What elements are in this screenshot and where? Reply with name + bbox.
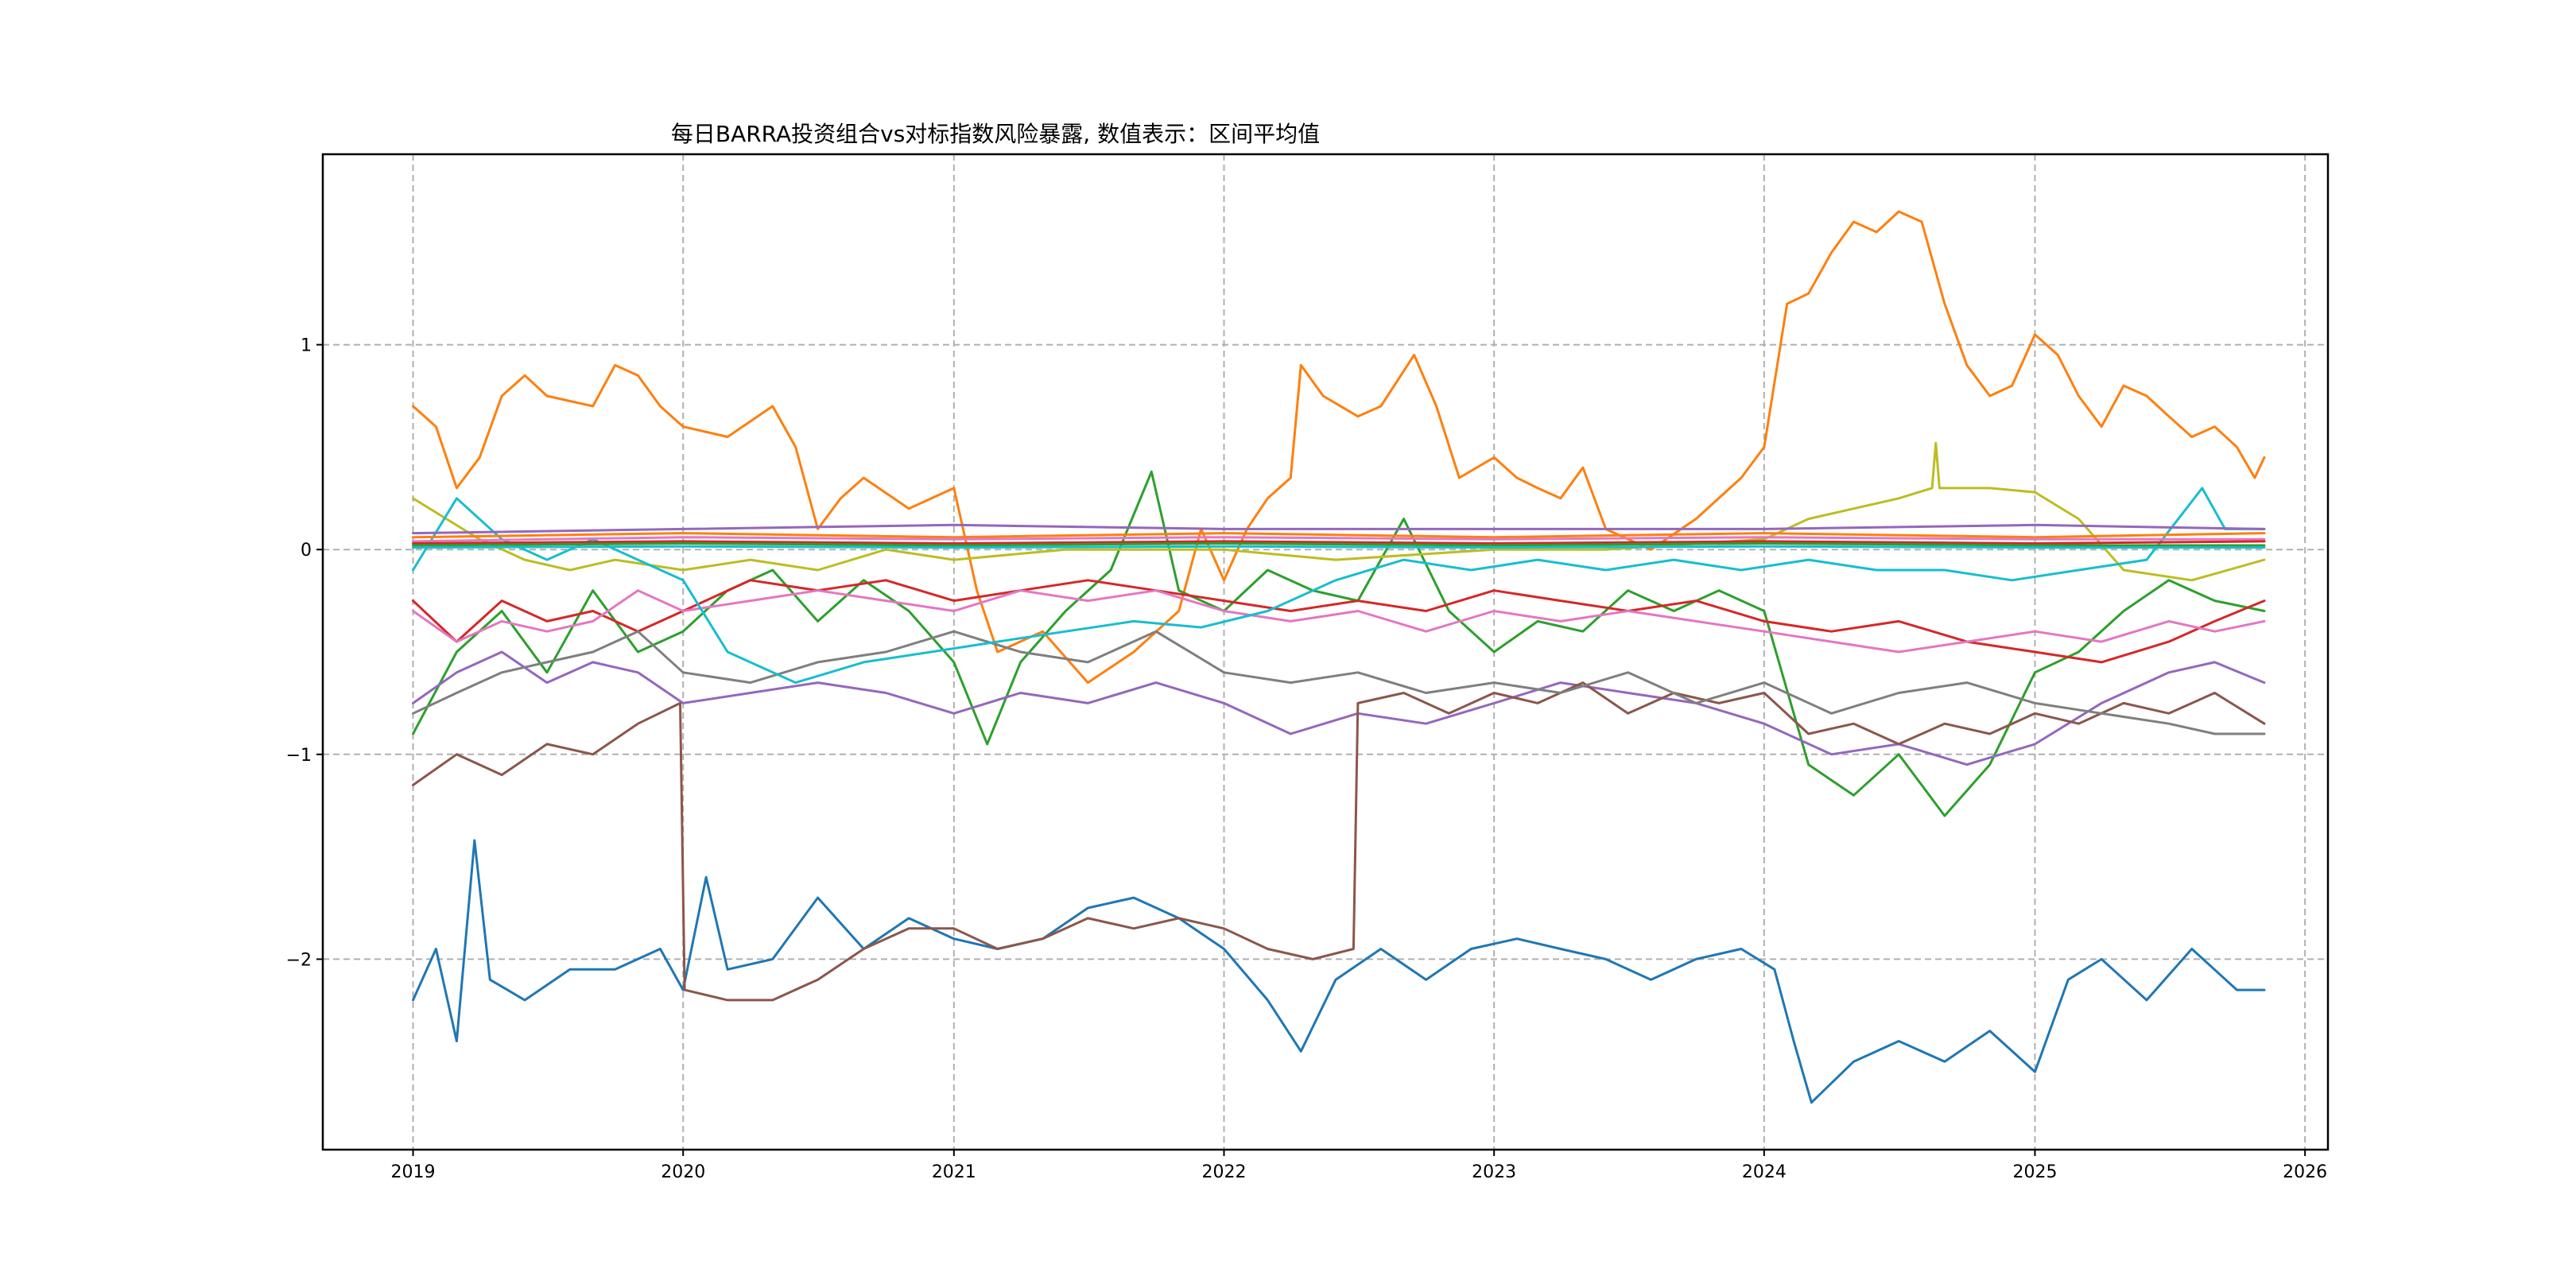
series-line-13 [412,536,2266,543]
series-line-9 [412,441,2266,582]
series-group [412,210,2266,1104]
y-tick-label: −2 [286,950,312,970]
x-tick-label: 2026 [2283,1162,2327,1182]
series-line-14 [412,540,2266,545]
series-line-16 [412,545,2266,549]
series-line-11 [412,523,2266,535]
series-line-8 [412,630,2266,735]
chart-title: 每日BARRA投资组合vs对标指数风险暴露, 数值表示：区间平均值 [671,121,1320,147]
x-tick-label: 2024 [1742,1162,1787,1182]
series-line-1 [412,839,2266,1104]
series-line-7 [412,589,2266,654]
x-tick-label: 2021 [932,1162,976,1182]
axes-frame [321,153,2330,1151]
series-line-5 [412,650,2266,766]
y-tick-label: 0 [301,541,312,561]
axis-ticks: 2019 2020 2021 2022 2023 2024 2025 2026 1 0 −1 −2 [286,336,2328,1182]
series-line-6 [412,681,2266,1002]
series-line-2 [412,210,2266,685]
x-tick-label: 2020 [661,1162,705,1182]
x-tick-label: 2022 [1202,1162,1247,1182]
x-tick-label: 2019 [391,1162,436,1182]
series-line-12 [412,532,2266,539]
y-tick-label: 1 [301,336,312,356]
x-tick-label: 2025 [2012,1162,2057,1182]
x-tick-label: 2023 [1472,1162,1516,1182]
series-line-15 [412,542,2266,547]
y-tick-label: −1 [286,746,312,766]
series-line-10 [412,487,2266,685]
